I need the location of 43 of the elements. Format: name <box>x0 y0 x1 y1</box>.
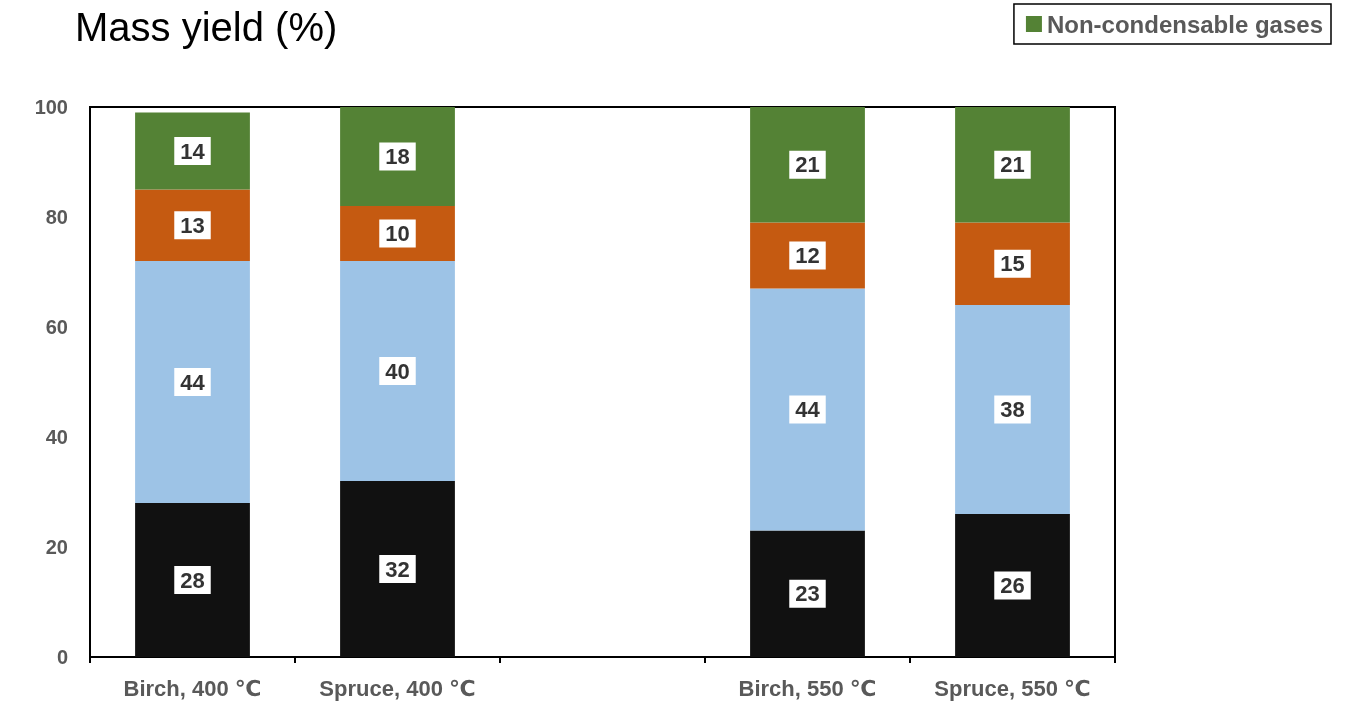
y-tick-label: 20 <box>45 536 68 558</box>
bar <box>340 107 455 206</box>
data-label: 21 <box>1000 152 1025 178</box>
x-tick-label: Spruce, 400 ℃ <box>319 675 476 701</box>
legend-label: Non-condensable gases <box>1046 10 1324 38</box>
data-label: 13 <box>180 212 205 238</box>
data-label: 26 <box>1000 573 1025 598</box>
data-label: 14 <box>180 138 206 164</box>
bar <box>340 481 455 657</box>
bar <box>955 222 1070 305</box>
bar <box>750 222 865 289</box>
y-tick-label: 40 <box>45 426 68 448</box>
bar <box>135 189 250 261</box>
y-tick-label: 60 <box>45 316 68 338</box>
data-label: 38 <box>1000 397 1025 422</box>
x-tick-label: Birch, 400 ℃ <box>123 675 262 701</box>
data-label: 32 <box>385 556 410 582</box>
data-label: 28 <box>180 567 205 593</box>
bar <box>955 107 1070 223</box>
bar <box>955 514 1070 657</box>
data-label: 10 <box>385 221 410 246</box>
data-label: 18 <box>385 144 410 169</box>
x-tick-label: Birch, 550 ℃ <box>738 675 877 701</box>
data-label: 44 <box>180 369 206 395</box>
data-label: 15 <box>1000 251 1025 277</box>
bar <box>135 112 250 190</box>
chart-title: Mass yield (%) <box>75 5 338 49</box>
data-label: 23 <box>795 581 820 607</box>
bar <box>750 530 865 657</box>
y-tick-label: 80 <box>45 206 68 228</box>
bar <box>750 107 865 223</box>
data-label: 12 <box>795 243 820 268</box>
y-tick-label: 0 <box>56 646 68 668</box>
bar <box>750 288 865 531</box>
y-tick-label: 100 <box>34 96 68 118</box>
data-label: 40 <box>385 358 410 384</box>
data-label: 44 <box>795 397 821 422</box>
x-tick-label: Spruce, 550 ℃ <box>934 675 1091 701</box>
bar <box>340 261 455 481</box>
bar <box>135 261 250 503</box>
bar <box>955 305 1070 514</box>
bar <box>135 503 250 657</box>
data-label: 21 <box>795 152 820 178</box>
